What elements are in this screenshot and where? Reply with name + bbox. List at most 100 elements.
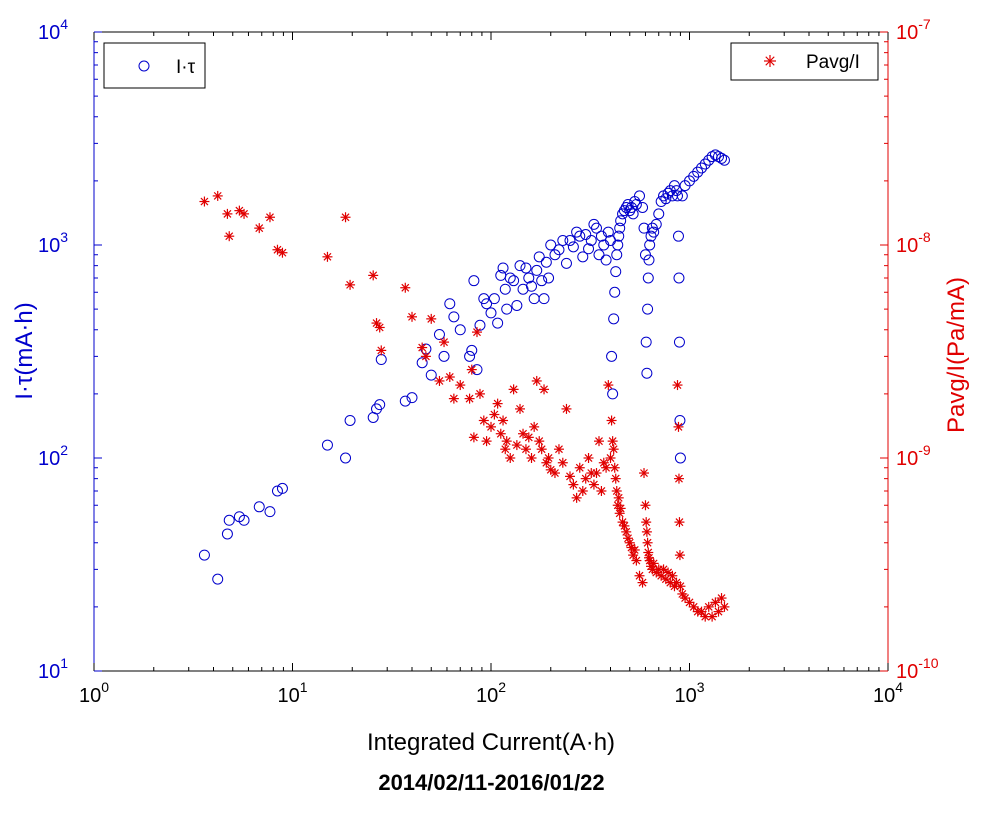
- pavg-over-i-point: [534, 436, 545, 447]
- y-left-tick-label: 102: [38, 442, 68, 470]
- i-tau-point: [448, 311, 460, 323]
- pavg-over-i-point: [674, 550, 685, 561]
- pavg-over-i-point: [613, 492, 624, 503]
- i-tau-point: [526, 280, 538, 292]
- i-tau-point: [223, 514, 235, 526]
- series-pavg-over-i: [199, 190, 730, 622]
- i-tau-point: [699, 158, 711, 170]
- legend-right-label: Pavg/I: [806, 52, 860, 73]
- pavg-over-i-point: [368, 270, 379, 281]
- i-tau-point: [607, 388, 619, 400]
- pavg-over-i-point: [523, 432, 534, 443]
- y-left-tick-label-exponent: 1: [60, 655, 68, 671]
- pavg-over-i-point: [623, 533, 634, 544]
- legend-right-marker: [764, 55, 776, 67]
- i-tau-point: [606, 350, 618, 362]
- y-left-tick-label-base: 10: [38, 22, 60, 44]
- i-tau-point: [590, 222, 602, 234]
- pavg-over-i-point: [212, 190, 223, 201]
- x-tick-label-exponent: 1: [300, 679, 308, 695]
- i-tau-point: [543, 272, 555, 284]
- i-tau-point: [673, 336, 685, 348]
- i-tau-point: [478, 293, 490, 305]
- i-tau-point: [481, 298, 493, 310]
- pavg-over-i-point: [606, 415, 617, 426]
- x-tick-label-base: 10: [277, 685, 299, 707]
- x-tick-label: 103: [674, 679, 704, 707]
- i-tau-point: [611, 249, 623, 261]
- x-axis-title: Integrated Current(A·h): [367, 729, 615, 756]
- i-tau-point: [536, 275, 548, 287]
- pavg-over-i-point: [564, 471, 575, 482]
- pavg-over-i-point: [673, 473, 684, 484]
- pavg-over-i-point: [608, 444, 619, 455]
- i-tau-point: [672, 230, 684, 242]
- i-tau-point: [538, 293, 550, 305]
- pavg-over-i-point: [434, 375, 445, 386]
- left-axis-title: I·τ(mA·h): [11, 302, 38, 399]
- i-tau-point: [673, 272, 685, 284]
- i-tau-point: [528, 293, 540, 305]
- pavg-over-i-point: [526, 453, 537, 463]
- pavg-over-i-point: [609, 462, 620, 473]
- pavg-over-i-point: [719, 601, 730, 612]
- legend-left-label: I·τ: [176, 57, 196, 78]
- pavg-over-i-point: [481, 436, 492, 447]
- i-tau-point: [271, 485, 283, 497]
- legend-left: I·τ: [103, 42, 206, 89]
- i-tau-point: [474, 319, 486, 331]
- x-tick-label-exponent: 0: [101, 679, 109, 695]
- tick-marks: [93, 31, 889, 672]
- i-tau-point: [614, 222, 626, 234]
- i-tau-point: [340, 452, 352, 464]
- y-left-tick-label-base: 10: [38, 448, 60, 470]
- i-tau-point: [674, 452, 686, 464]
- y-right-tick-label: 10-8: [896, 229, 931, 257]
- pavg-over-i-point: [710, 597, 721, 608]
- pavg-over-i-point: [707, 611, 718, 622]
- i-tau-point: [641, 367, 653, 379]
- y-left-tick-label-base: 10: [38, 661, 60, 683]
- i-tau-point: [650, 218, 662, 230]
- i-tau-point: [564, 234, 576, 246]
- pavg-over-i-point: [703, 601, 714, 612]
- pavg-over-i-point: [420, 351, 431, 362]
- pavg-over-i-point: [610, 473, 621, 484]
- i-tau-point: [374, 399, 386, 411]
- i-tau-point: [583, 243, 595, 255]
- pavg-over-i-point: [508, 384, 519, 395]
- i-tau-point: [703, 154, 715, 166]
- i-tau-point: [492, 317, 504, 329]
- i-tau-point: [671, 190, 683, 202]
- pavg-over-i-point: [501, 436, 512, 447]
- i-tau-point: [438, 350, 450, 362]
- i-tau-point: [212, 573, 224, 585]
- i-tau-point: [574, 230, 586, 242]
- pavg-over-i-point: [239, 208, 250, 219]
- i-tau-point: [485, 307, 497, 319]
- pavg-over-i-point: [536, 444, 547, 455]
- i-tau-point: [696, 162, 708, 174]
- pavg-over-i-point: [596, 485, 607, 496]
- y-right-tick-label-base: 10: [896, 661, 918, 683]
- i-tau-point: [533, 251, 545, 263]
- i-tau-point: [499, 283, 511, 295]
- i-tau-point: [593, 249, 605, 261]
- x-tick-label: 104: [873, 679, 903, 707]
- pavg-over-i-point: [716, 593, 727, 604]
- pavg-over-i-point: [277, 247, 288, 258]
- i-tau-point: [221, 528, 233, 540]
- i-tau-point: [520, 262, 532, 274]
- y-left-tick-label: 103: [38, 229, 68, 257]
- pavg-over-i-point: [696, 606, 707, 617]
- pavg-over-i-point: [515, 403, 526, 414]
- i-tau-point: [577, 251, 589, 263]
- pavg-over-i-point: [672, 380, 683, 391]
- i-tau-point: [501, 303, 513, 315]
- pavg-over-i-point: [561, 403, 572, 414]
- x-tick-label: 101: [277, 679, 307, 707]
- i-tau-point: [638, 222, 650, 234]
- x-tick-label: 102: [476, 679, 506, 707]
- i-tau-point: [598, 239, 610, 251]
- series-i-tau: [198, 149, 730, 585]
